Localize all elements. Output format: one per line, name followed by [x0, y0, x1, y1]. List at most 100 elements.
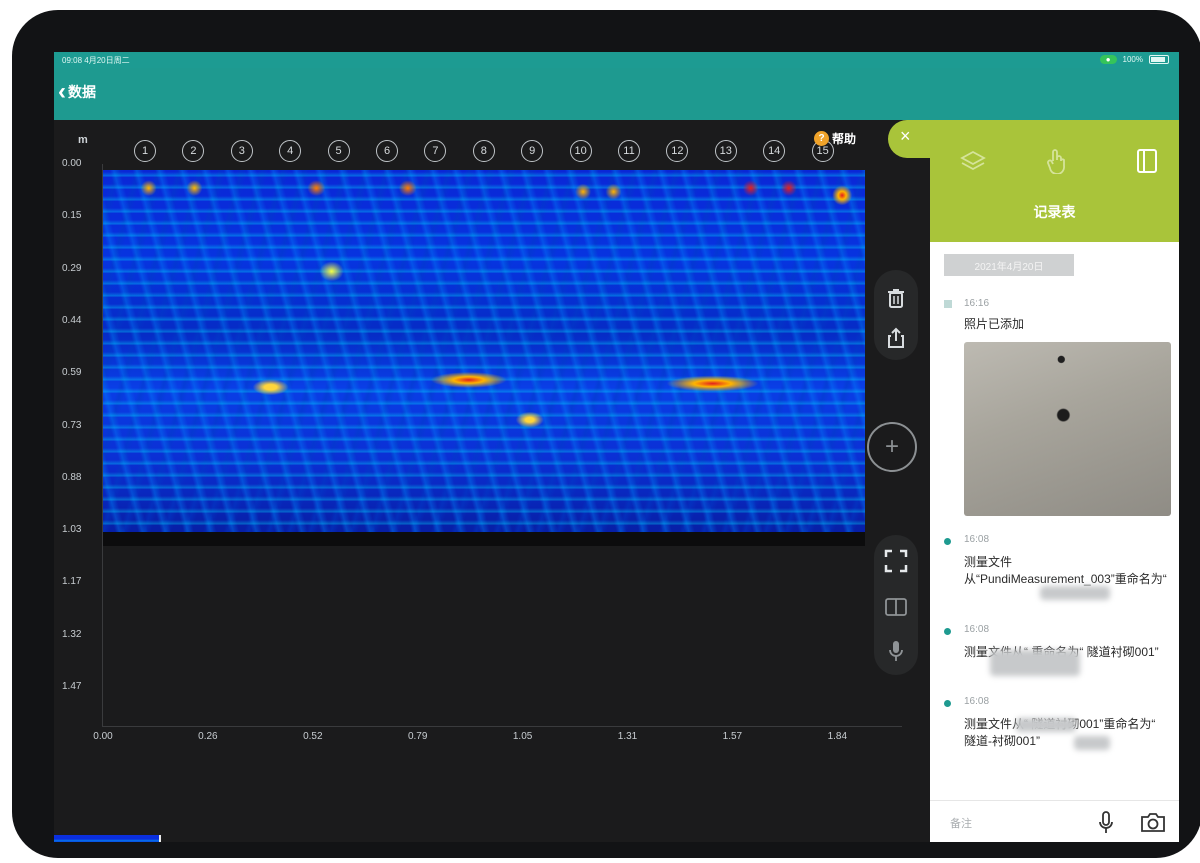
sidebar-toggle-button[interactable]: [1134, 148, 1160, 174]
radargram-bottom-edge: [103, 532, 865, 546]
status-time: 09:08 4月20日周二: [62, 56, 130, 65]
share-button[interactable]: [874, 322, 918, 354]
entry-dot: [944, 700, 951, 707]
y-axis-line: [102, 164, 103, 726]
depth-tick-label: 0.15: [62, 210, 82, 222]
entry-dot: [944, 628, 951, 635]
entry-time: 16:08: [964, 534, 990, 545]
depth-tick-label: 1.17: [62, 576, 82, 588]
log-panel-header: 记录表: [930, 120, 1179, 242]
hand-pointer-icon: [1047, 149, 1065, 174]
status-chip: ●: [1099, 55, 1117, 64]
depth-tick-label: 0.59: [62, 367, 82, 379]
position-marker[interactable]: 13: [714, 140, 737, 162]
status-bar: 09:08 4月20日周二 ● 100%: [54, 52, 1179, 68]
position-marker[interactable]: 11: [618, 140, 640, 162]
camera-icon: [1141, 813, 1165, 832]
position-marker[interactable]: 1: [134, 140, 156, 162]
entry-text: 照片已添加: [964, 317, 1025, 331]
close-icon[interactable]: ×: [900, 126, 911, 146]
screen: 09:08 4月20日周二 ● 100% ‹ 数据 m 1 2 3 4 5 6 7 8 9 10 1…: [54, 52, 1179, 842]
help-label: 帮助: [832, 132, 857, 146]
crop-button[interactable]: [874, 545, 918, 577]
depth-tick-label: 0.29: [62, 262, 82, 274]
position-marker[interactable]: 3: [230, 140, 253, 162]
delete-button[interactable]: [874, 282, 918, 314]
distance-tick-label: 0.79: [407, 731, 428, 742]
microphone-icon: [1099, 811, 1113, 833]
position-marker[interactable]: 6: [376, 140, 398, 162]
entry-time: 16:16: [964, 298, 990, 309]
log-title: 记录表: [1033, 204, 1076, 220]
radargram-view[interactable]: m 1 2 3 4 5 6 7 8 9 10 11 12 13 14 15 ? 帮助 0.00 0.15 0.2…: [54, 120, 930, 842]
split-view-icon: [885, 598, 907, 616]
position-marker[interactable]: 8: [472, 140, 495, 162]
help-icon: ?: [814, 131, 829, 146]
log-panel: 记录表 2021年4月20日 16:16 照片已添加 16:08 测量文件从“P…: [930, 120, 1179, 842]
distance-tick-label: 1.31: [617, 731, 638, 742]
radargram-image[interactable]: [103, 170, 865, 532]
redacted-text: [1040, 586, 1110, 600]
distance-tick-label: 0.52: [303, 731, 323, 742]
add-button[interactable]: +: [867, 422, 917, 472]
redacted-text: [990, 650, 1080, 676]
back-button[interactable]: ‹ 数据: [58, 78, 96, 105]
battery-icon: [1149, 55, 1169, 64]
voice-note-button[interactable]: [874, 635, 918, 667]
distance-tick-label: 1.84: [827, 731, 848, 742]
help-button[interactable]: ? 帮助: [814, 130, 856, 147]
depth-tick-label: 1.03: [62, 524, 82, 536]
redacted-text: [1016, 718, 1076, 732]
split-view-button[interactable]: [874, 591, 918, 623]
share-icon: [888, 327, 904, 348]
position-marker[interactable]: 7: [424, 140, 447, 162]
distance-tick-label: 0.26: [198, 731, 218, 742]
tool-group-top: [874, 270, 918, 360]
photo-entry-marker: [944, 300, 952, 308]
position-marker[interactable]: 2: [182, 140, 205, 162]
entry-time: 16:08: [964, 624, 990, 635]
position-marker[interactable]: 9: [521, 140, 544, 162]
depth-tick-label: 0.00: [62, 158, 82, 169]
touch-button[interactable]: [1043, 148, 1069, 174]
note-camera-button[interactable]: [1140, 811, 1166, 838]
depth-unit: m: [78, 134, 88, 146]
crop-icon: [884, 549, 908, 573]
note-input-bar[interactable]: 备注: [930, 800, 1179, 842]
nav-bar: ‹ 数据: [54, 68, 1179, 120]
entry-time: 16:08: [964, 696, 990, 707]
redacted-text: [1074, 736, 1110, 750]
tool-group-bottom: [874, 535, 918, 675]
depth-tick-label: 0.73: [62, 419, 82, 431]
depth-tick-label: 1.32: [62, 628, 82, 640]
scan-thumbnail[interactable]: [54, 835, 161, 842]
trash-icon: [888, 289, 904, 308]
layers-button[interactable]: [960, 148, 986, 174]
position-marker[interactable]: 4: [279, 140, 302, 162]
distance-tick-label: 1.05: [512, 731, 533, 742]
back-label: 数据: [68, 84, 96, 100]
x-axis-line: [102, 726, 902, 727]
entry-dot: [944, 538, 951, 545]
note-mic-button[interactable]: [1098, 811, 1114, 840]
position-marker[interactable]: 14: [763, 140, 786, 162]
position-marker[interactable]: 12: [666, 140, 689, 162]
position-marker[interactable]: 5: [327, 140, 350, 162]
position-marker[interactable]: 10: [569, 140, 592, 162]
chevron-left-icon: ‹: [58, 78, 66, 105]
distance-tick-label: 0.00: [93, 731, 113, 742]
battery-percent: 100%: [1122, 55, 1143, 64]
layers-icon: [960, 150, 986, 171]
tablet-frame: 09:08 4月20日周二 ● 100% ‹ 数据 m 1 2 3 4 5 6 7 8 9 10 1…: [12, 10, 1200, 858]
depth-tick-label: 1.47: [62, 681, 82, 692]
microphone-icon: [889, 641, 903, 661]
note-placeholder: 备注: [950, 818, 972, 830]
status-right: ● 100%: [1099, 55, 1169, 64]
entry-text: 测量文件从“PundiMeasurement_003”重命名为“: [964, 555, 1167, 586]
date-chip: 2021年4月20日: [944, 254, 1074, 276]
depth-tick-label: 0.44: [62, 314, 82, 326]
depth-tick-label: 0.88: [62, 471, 82, 483]
sidebar-icon: [1137, 149, 1157, 173]
distance-tick-label: 1.57: [722, 731, 743, 742]
attached-photo[interactable]: [964, 342, 1171, 516]
